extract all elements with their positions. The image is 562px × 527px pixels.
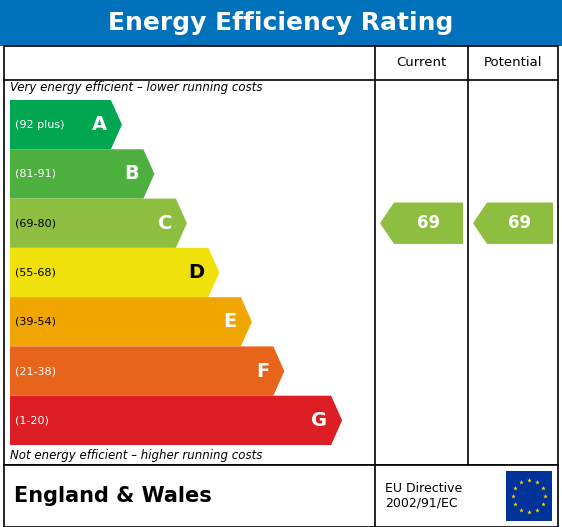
Polygon shape [10,199,187,248]
Text: F: F [256,362,269,380]
Text: Very energy efficient – lower running costs: Very energy efficient – lower running co… [10,82,262,94]
Text: D: D [188,263,205,282]
Text: Potential: Potential [484,56,542,70]
Polygon shape [10,149,155,199]
Text: E: E [224,313,237,331]
Text: (69-80): (69-80) [15,218,56,228]
Bar [506,471,552,521]
Text: (39-54): (39-54) [15,317,56,327]
Text: B: B [125,164,139,183]
Text: (21-38): (21-38) [15,366,56,376]
Text: G: G [311,411,327,430]
Polygon shape [10,248,219,297]
Text: EU Directive: EU Directive [385,483,463,495]
Text: Not energy efficient – higher running costs: Not energy efficient – higher running co… [10,448,262,462]
Bar [4,46,558,465]
Text: 2002/91/EC: 2002/91/EC [385,496,457,510]
Polygon shape [10,100,122,149]
Text: Current: Current [396,56,447,70]
Bar [4,465,558,527]
Polygon shape [473,202,553,244]
Text: 69: 69 [509,214,532,232]
Text: A: A [92,115,107,134]
Text: England & Wales: England & Wales [14,486,212,506]
Polygon shape [10,297,252,346]
Text: (55-68): (55-68) [15,268,56,278]
Text: (1-20): (1-20) [15,415,49,425]
Polygon shape [10,396,342,445]
Polygon shape [380,202,463,244]
Text: C: C [157,214,172,233]
Bar [0,0,562,46]
Text: 69: 69 [417,214,440,232]
Polygon shape [10,346,284,396]
Text: (92 plus): (92 plus) [15,120,65,130]
Text: Energy Efficiency Rating: Energy Efficiency Rating [108,11,454,35]
Text: (81-91): (81-91) [15,169,56,179]
